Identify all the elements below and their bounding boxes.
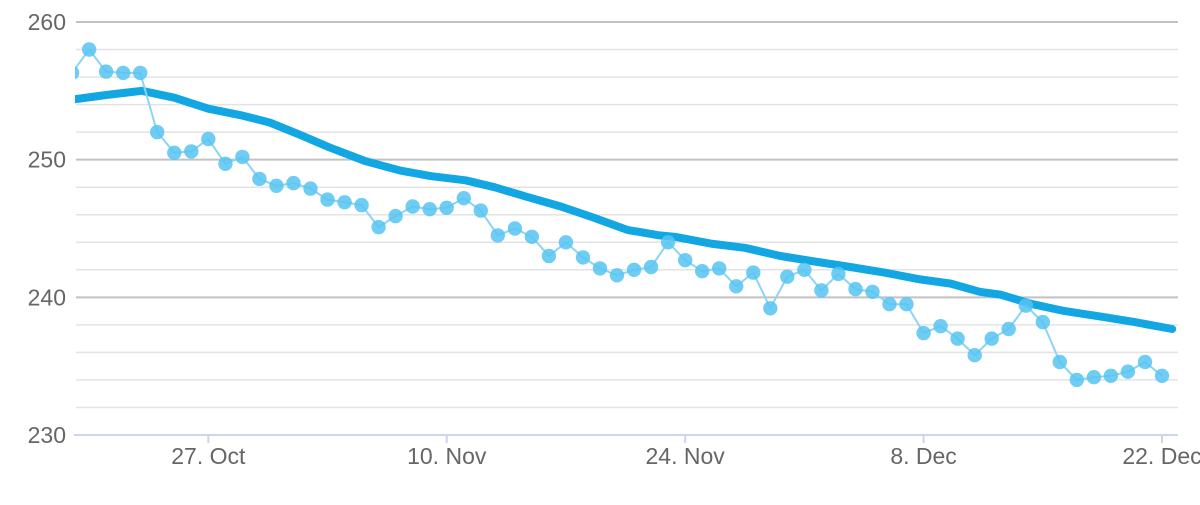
data-point-marker[interactable] bbox=[967, 348, 982, 363]
data-point-marker[interactable] bbox=[252, 171, 267, 187]
data-point-marker[interactable] bbox=[1120, 364, 1136, 379]
data-point-marker[interactable] bbox=[984, 331, 999, 346]
data-point-marker[interactable] bbox=[201, 131, 216, 147]
data-point-marker[interactable] bbox=[1001, 321, 1016, 337]
data-point-marker[interactable] bbox=[660, 235, 676, 250]
data-point-marker[interactable] bbox=[950, 331, 965, 346]
data-point-marker[interactable] bbox=[1018, 298, 1033, 313]
data-point-marker[interactable] bbox=[388, 208, 403, 224]
data-point-marker[interactable] bbox=[592, 261, 608, 276]
x-axis-tick-label: 22. Dec bbox=[1122, 443, 1200, 469]
data-point-marker[interactable] bbox=[133, 65, 148, 81]
data-point-marker[interactable] bbox=[184, 144, 199, 159]
data-point-marker[interactable] bbox=[712, 261, 727, 276]
data-point-marker[interactable] bbox=[303, 181, 318, 196]
data-point-marker[interactable] bbox=[269, 178, 284, 193]
data-point-marker[interactable] bbox=[218, 156, 233, 171]
data-point-marker[interactable] bbox=[507, 221, 523, 236]
data-point-marker[interactable] bbox=[1052, 354, 1068, 370]
data-point-marker[interactable] bbox=[320, 192, 335, 207]
data-point-marker[interactable] bbox=[643, 259, 659, 275]
data-point-marker[interactable] bbox=[695, 264, 710, 279]
data-point-marker[interactable] bbox=[609, 268, 625, 283]
y-axis-tick-label: 250 bbox=[28, 147, 66, 173]
x-axis-tick-label: 10. Nov bbox=[407, 443, 487, 469]
y-axis-tick-label: 230 bbox=[28, 422, 66, 448]
data-point-marker[interactable] bbox=[439, 200, 454, 215]
data-point-marker[interactable] bbox=[1103, 368, 1119, 383]
data-point-marker[interactable] bbox=[116, 65, 131, 81]
daily-series-markers bbox=[65, 42, 1170, 388]
data-point-marker[interactable] bbox=[746, 265, 761, 280]
data-point-marker[interactable] bbox=[541, 248, 557, 264]
data-point-marker[interactable] bbox=[473, 203, 488, 218]
data-point-marker[interactable] bbox=[899, 297, 914, 312]
data-point-marker[interactable] bbox=[150, 124, 165, 140]
data-point-marker[interactable] bbox=[65, 66, 80, 80]
data-point-marker[interactable] bbox=[933, 319, 948, 334]
data-point-marker[interactable] bbox=[81, 42, 97, 57]
data-point-marker[interactable] bbox=[1137, 354, 1153, 370]
data-point-marker[interactable] bbox=[1069, 372, 1085, 388]
data-point-marker[interactable] bbox=[729, 279, 744, 294]
data-point-marker[interactable] bbox=[882, 297, 897, 312]
data-point-marker[interactable] bbox=[337, 195, 352, 210]
data-point-marker[interactable] bbox=[405, 199, 420, 214]
series-group bbox=[65, 42, 1177, 388]
y-axis-tick-label: 240 bbox=[28, 284, 66, 310]
data-point-marker[interactable] bbox=[1035, 314, 1051, 330]
data-point-marker[interactable] bbox=[831, 266, 846, 282]
y-axis-tick-label: 260 bbox=[28, 9, 66, 35]
x-axis-labels: 27. Oct 10. Nov 24. Nov 8. Dec 22. Dec bbox=[171, 443, 1200, 469]
data-point-marker[interactable] bbox=[354, 197, 369, 213]
x-axis-tick-label: 8. Dec bbox=[890, 443, 956, 469]
data-point-marker[interactable] bbox=[865, 284, 880, 299]
data-point-marker[interactable] bbox=[1086, 370, 1102, 385]
data-point-marker[interactable] bbox=[916, 325, 931, 341]
x-axis-ticks bbox=[207, 436, 1163, 443]
data-point-marker[interactable] bbox=[524, 229, 540, 244]
data-point-marker[interactable] bbox=[626, 262, 642, 277]
data-point-marker[interactable] bbox=[490, 228, 505, 243]
data-point-marker[interactable] bbox=[678, 253, 693, 268]
data-point-marker[interactable] bbox=[848, 281, 863, 297]
data-point-marker[interactable] bbox=[167, 145, 182, 160]
trend-line-series[interactable] bbox=[75, 86, 1177, 333]
data-point-marker[interactable] bbox=[235, 149, 250, 165]
data-point-marker[interactable] bbox=[1154, 368, 1170, 383]
data-point-marker[interactable] bbox=[575, 250, 591, 265]
data-point-marker[interactable] bbox=[763, 301, 778, 316]
y-axis-labels: 230 240 250 260 bbox=[28, 9, 66, 448]
data-point-marker[interactable] bbox=[98, 64, 114, 79]
data-point-marker[interactable] bbox=[422, 202, 437, 217]
x-axis-tick-label: 24. Nov bbox=[646, 443, 726, 469]
data-point-marker[interactable] bbox=[780, 269, 795, 284]
data-point-marker[interactable] bbox=[814, 283, 829, 298]
data-point-marker[interactable] bbox=[558, 235, 574, 250]
x-axis-tick-label: 27. Oct bbox=[171, 443, 246, 469]
data-point-marker[interactable] bbox=[371, 219, 386, 235]
data-point-marker[interactable] bbox=[456, 191, 471, 206]
data-point-marker[interactable] bbox=[286, 175, 301, 191]
data-point-marker[interactable] bbox=[797, 262, 812, 277]
